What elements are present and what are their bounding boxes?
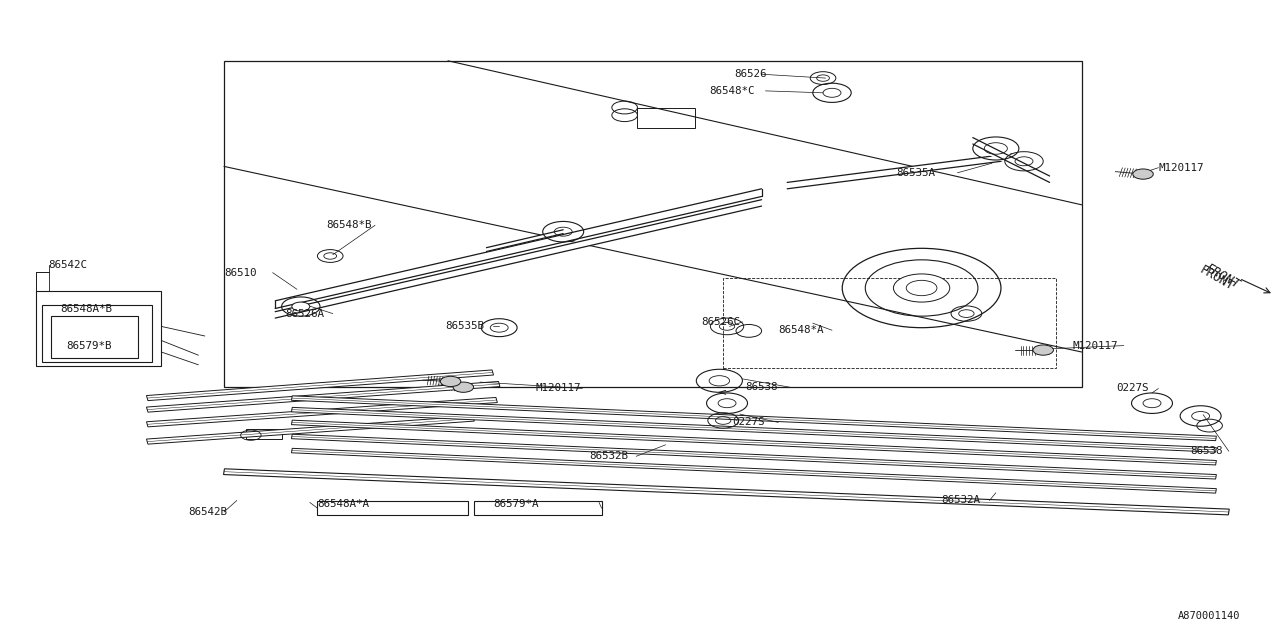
Polygon shape [146, 416, 475, 444]
Text: 86579*B: 86579*B [67, 340, 113, 351]
Polygon shape [146, 370, 494, 401]
Text: 86526C: 86526C [701, 317, 740, 327]
Text: FRONT: FRONT [1197, 264, 1235, 293]
Text: A870001140: A870001140 [1178, 611, 1240, 621]
Text: 86526: 86526 [735, 69, 767, 79]
Polygon shape [292, 408, 1216, 452]
Polygon shape [224, 469, 1229, 515]
Text: 86535B: 86535B [445, 321, 484, 332]
Text: 86579*A: 86579*A [493, 499, 539, 509]
Text: 0227S: 0227S [732, 417, 764, 428]
Bar [474, 501, 602, 515]
Text: 86532B: 86532B [589, 451, 627, 461]
Bar [51, 316, 138, 358]
Circle shape [440, 376, 461, 387]
Text: M120117: M120117 [535, 383, 581, 394]
Text: 0227S: 0227S [1116, 383, 1148, 394]
Text: 86548*B: 86548*B [326, 220, 372, 230]
Text: FRONT: FRONT [1203, 262, 1242, 291]
Bar [637, 108, 695, 128]
Polygon shape [292, 449, 1216, 493]
Polygon shape [292, 435, 1216, 479]
Bar [723, 278, 1056, 368]
Text: 86548A*B: 86548A*B [60, 304, 113, 314]
Text: 86538: 86538 [745, 382, 777, 392]
Circle shape [1033, 345, 1053, 355]
Text: 86548*C: 86548*C [709, 86, 755, 96]
Text: 86542B: 86542B [188, 507, 227, 517]
Text: 86526A: 86526A [285, 308, 324, 319]
Circle shape [453, 382, 474, 392]
Text: 86538: 86538 [1190, 446, 1222, 456]
Text: 86548*A: 86548*A [778, 325, 824, 335]
Text: 86510: 86510 [224, 268, 256, 278]
Text: M120117: M120117 [1073, 340, 1119, 351]
Bar [36, 291, 161, 366]
Polygon shape [292, 420, 1216, 465]
Bar [246, 429, 282, 439]
Text: 86535A: 86535A [896, 168, 934, 178]
Text: 86542C: 86542C [49, 260, 87, 270]
Text: M120117: M120117 [1158, 163, 1204, 173]
Polygon shape [292, 396, 1216, 440]
Polygon shape [146, 397, 498, 427]
Text: 86548A*A: 86548A*A [317, 499, 370, 509]
Polygon shape [146, 381, 500, 412]
Bar [42, 305, 152, 362]
Bar [317, 501, 468, 515]
Circle shape [893, 274, 950, 302]
Circle shape [292, 302, 310, 311]
Circle shape [1133, 169, 1153, 179]
Text: 86532A: 86532A [941, 495, 979, 506]
